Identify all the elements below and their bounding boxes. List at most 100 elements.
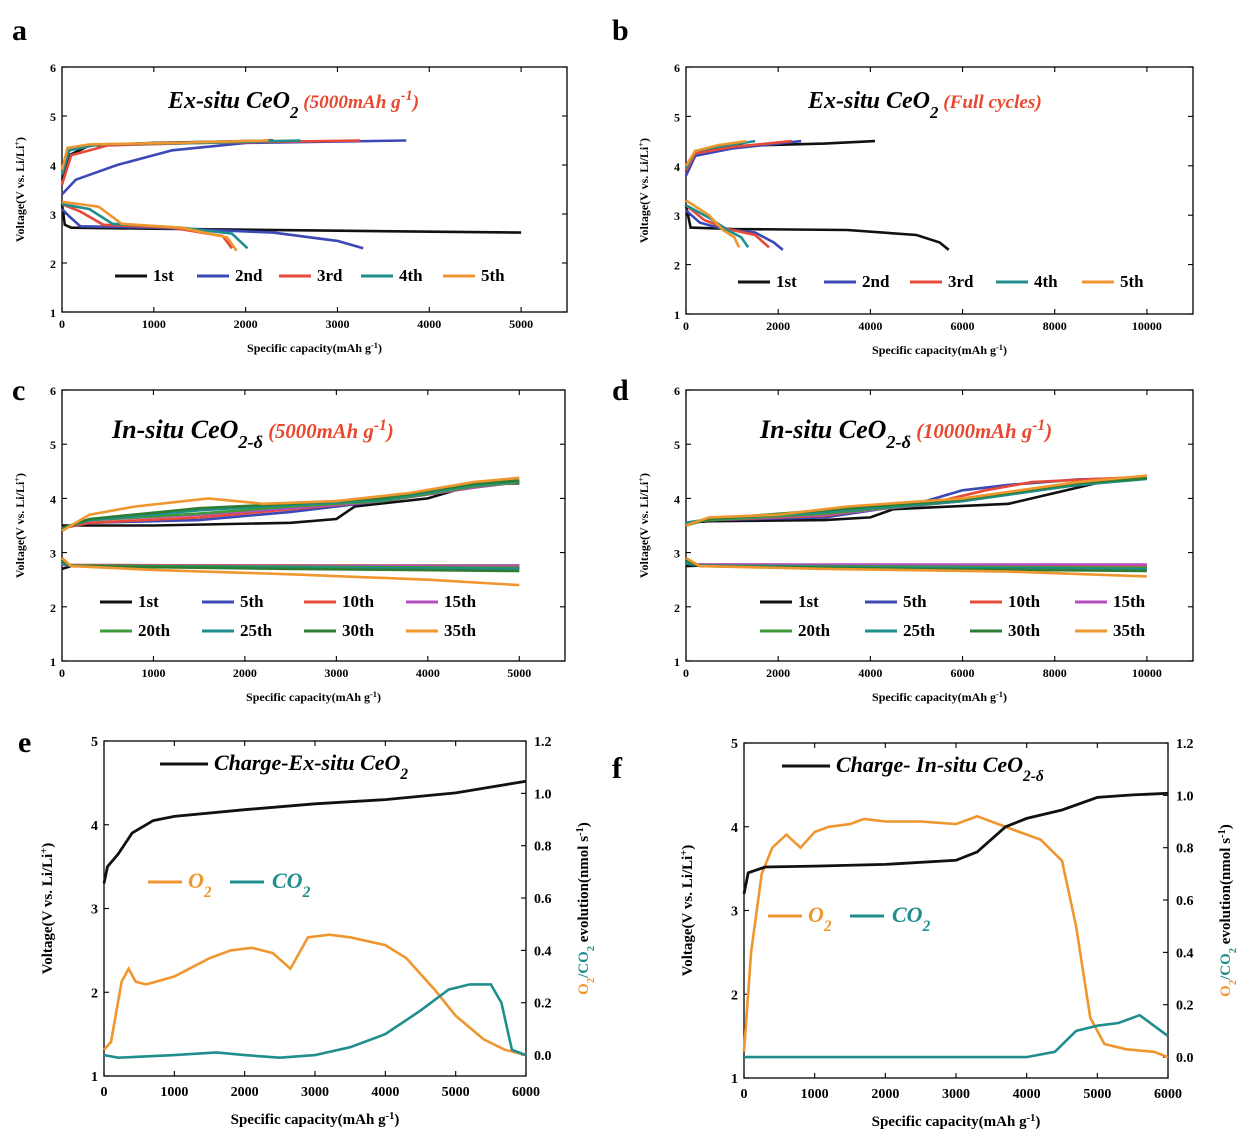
chart-title-note-end: ) — [385, 420, 394, 443]
y2-tick-label: 0.4 — [534, 944, 552, 959]
x-axis-label-sup: -1 — [996, 690, 1003, 699]
y2-tick-label: 0.0 — [534, 1049, 552, 1064]
y-tick-label: 5 — [674, 438, 680, 452]
y2-tick-label: 1.0 — [534, 787, 552, 802]
y-axis-label: Voltage(V vs. Li/Li+) — [679, 845, 697, 976]
y-axis-label: Voltage(V vs. Li/Li+) — [637, 138, 652, 243]
legend-label-30th: 30th — [1008, 621, 1041, 640]
y-tick-label: 2 — [91, 986, 98, 1001]
x-tick-label: 4000 — [858, 666, 882, 680]
y-tick-label: 2 — [50, 601, 56, 615]
y-tick-label: 1 — [674, 308, 680, 322]
chart-title: Ex-situ CeO2 (5000mAh g-1) — [167, 88, 419, 122]
legend-o2-sub: 2 — [823, 918, 832, 935]
chart-title-note: (10000mAh g — [911, 420, 1032, 443]
chart-title-sub: 2-δ — [1022, 768, 1044, 785]
legend-co2-text: CO — [892, 902, 923, 927]
y2-axis-label-co2: /CO — [576, 951, 592, 979]
legend-label-15th: 15th — [444, 592, 477, 611]
y2-tick-label: 0.6 — [534, 892, 552, 907]
legend-label-o2: O2 — [808, 902, 832, 935]
x-axis-label: Specific capacity(mAh g-1) — [872, 1113, 1041, 1131]
x-axis-label-text: Specific capacity(mAh g — [231, 1112, 386, 1128]
chart-title-main: In-situ CeO — [759, 415, 887, 444]
x-tick-label: 3000 — [942, 1087, 970, 1102]
y-axis-label-sup: + — [637, 142, 646, 147]
panel-letter-e: e — [18, 726, 31, 759]
y-tick-label: 5 — [91, 735, 98, 750]
chart-title-note-sup: -1 — [1032, 417, 1045, 434]
y-tick-label: 1 — [674, 655, 680, 669]
x-axis-label-text: Specific capacity(mAh g — [872, 1114, 1027, 1130]
y-tick-label: 5 — [50, 438, 56, 452]
chart-title: Charge- In-situ CeO2-δ — [836, 752, 1044, 785]
x-axis-label-end: ) — [1035, 1114, 1040, 1130]
y2-axis-label-end: ) — [576, 822, 592, 827]
y-tick-label: 2 — [674, 601, 680, 615]
x-tick-label: 6000 — [951, 319, 975, 333]
y-tick-label: 2 — [674, 259, 680, 273]
y2-axis-label-o2-sub: 2 — [1228, 980, 1239, 985]
x-tick-label: 4000 — [416, 666, 440, 680]
x-axis-label-end: ) — [1003, 343, 1007, 357]
x-tick-label: 0 — [683, 666, 689, 680]
y-tick-label: 1 — [91, 1070, 98, 1085]
panel-letter-f: f — [612, 752, 623, 785]
chart-panel-e: 0 1000 2000 3000 4000 5000 6000 1 2 3 4 5 Specific c… — [39, 735, 597, 1128]
y-tick-label: 3 — [50, 208, 56, 222]
y-tick-label: 6 — [674, 384, 680, 398]
legend-o2-text: O — [188, 868, 204, 893]
y-axis-label: Voltage(V vs. Li/Li+) — [39, 843, 57, 974]
legend-label-3rd: 3rd — [317, 266, 343, 285]
y2-tick-label: 0.8 — [1176, 842, 1194, 857]
y2-axis-label: O2/CO2 evolution(nmol s-1) — [575, 822, 597, 995]
chart-title-sub: 2-δ — [885, 432, 910, 452]
y-axis-label-text: Voltage(V vs. Li/Li — [637, 481, 651, 578]
y-axis-label-end: ) — [13, 473, 27, 477]
y-tick-label: 2 — [50, 257, 56, 271]
chart-title-main: Ex-situ CeO — [807, 88, 930, 114]
x-tick-label: 4000 — [371, 1085, 399, 1100]
chart-title: In-situ CeO2-δ (5000mAh g-1) — [111, 415, 394, 452]
y-axis-label-text: Voltage(V vs. Li/Li — [637, 146, 651, 243]
y-axis-label-end: ) — [680, 845, 696, 850]
legend-label-o2: O2 — [188, 868, 212, 901]
x-axis-label-end: ) — [378, 341, 382, 355]
y-tick-label: 3 — [91, 903, 98, 918]
series-CO2-line — [103, 983, 527, 1060]
y-axis-label-sup: + — [637, 477, 646, 482]
x-axis-label-text: Specific capacity(mAh g — [246, 690, 370, 704]
series-O2-line — [103, 933, 527, 1057]
chart-title-main: In-situ CeO — [111, 415, 239, 444]
x-tick-label: 0 — [683, 319, 689, 333]
y2-tick-label: 0.6 — [1176, 894, 1194, 909]
x-tick-label: 2000 — [234, 317, 258, 331]
y-tick-label: 4 — [674, 492, 680, 506]
y2-axis-label-sup: -1 — [1217, 829, 1228, 838]
y-axis-label-text: Voltage(V vs. Li/Li — [40, 854, 56, 974]
x-tick-label: 2000 — [231, 1085, 259, 1100]
y2-axis-label-sup: -1 — [575, 827, 586, 836]
y2-tick-label: 1.2 — [1176, 737, 1194, 752]
y-tick-label: 4 — [674, 160, 680, 174]
legend-label-35th: 35th — [1113, 621, 1146, 640]
legend-label-1st: 1st — [798, 592, 819, 611]
legend-label-5th: 5th — [240, 592, 264, 611]
x-axis-label-end: ) — [394, 1112, 399, 1128]
y-axis-label-text: Voltage(V vs. Li/Li — [680, 856, 696, 976]
legend-label-4th: 4th — [399, 266, 423, 285]
chart-title-note-sup: -1 — [401, 88, 413, 104]
x-tick-label: 3000 — [324, 666, 348, 680]
legend-label-25th: 25th — [903, 621, 936, 640]
x-axis-label-text: Specific capacity(mAh g — [872, 343, 996, 357]
x-axis-label-sup: -1 — [370, 690, 377, 699]
y2-axis-label-text: evolution(nmol s — [576, 836, 592, 946]
y-axis-label-sup: + — [13, 141, 22, 146]
y-axis-label-text: Voltage(V vs. Li/Li — [13, 145, 27, 242]
legend-label-4th: 4th — [1034, 272, 1058, 291]
chart-title-note-end: ) — [1043, 420, 1052, 443]
legend-label-5th: 5th — [903, 592, 927, 611]
chart-panel-c: 0 1000 2000 3000 4000 5000 1 2 3 4 5 6 Specific capa… — [13, 384, 566, 704]
x-tick-label: 10000 — [1132, 319, 1162, 333]
